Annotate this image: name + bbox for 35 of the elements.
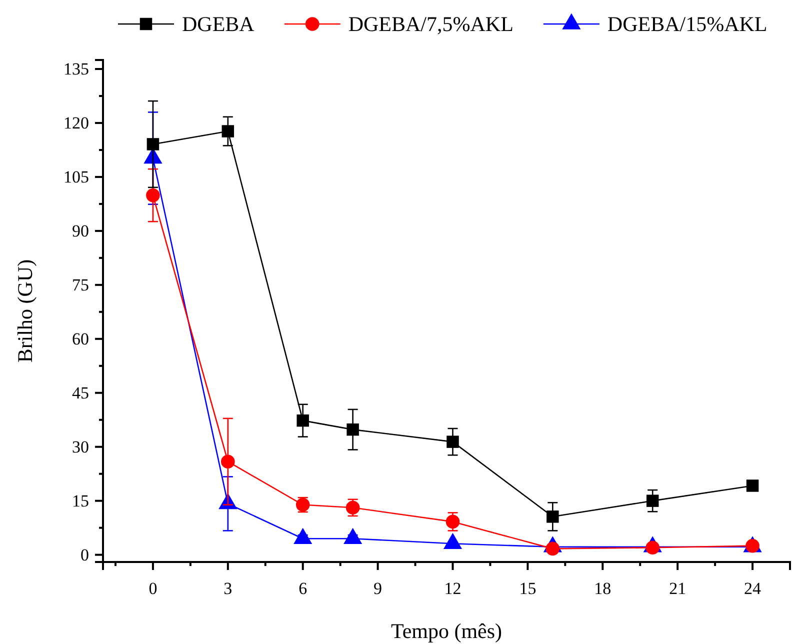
x-tick-label: 6 — [298, 579, 308, 598]
point — [146, 138, 160, 150]
legend-label: DGEBA/7,5%AKL — [348, 12, 514, 36]
point — [296, 414, 309, 427]
x-tick-label: 9 — [374, 579, 382, 598]
point — [646, 494, 659, 507]
x-tick-label: 15 — [519, 579, 536, 598]
x-tick-label: 21 — [669, 579, 686, 598]
y-tick-label: 60 — [72, 329, 89, 348]
point — [446, 514, 460, 529]
legend-label: DGEBA/15%AKL — [607, 12, 768, 36]
point — [146, 188, 160, 202]
y-tick-label: 120 — [64, 113, 89, 132]
point — [222, 125, 234, 138]
y-tick-label: 15 — [72, 491, 89, 510]
point — [546, 510, 559, 523]
x-tick-label: 0 — [148, 579, 158, 598]
y-tick-label: 75 — [72, 275, 89, 294]
x-tick-label: 12 — [444, 579, 462, 598]
y-tick-label: 135 — [64, 59, 89, 78]
point — [446, 436, 459, 448]
point — [746, 480, 759, 492]
y-tick-label: 30 — [72, 437, 89, 456]
x-axis-title: Tempo (mês) — [390, 619, 502, 643]
y-tick-label: 0 — [80, 545, 89, 564]
x-tick-label: 24 — [744, 579, 762, 598]
y-tick-label: 105 — [64, 167, 89, 186]
x-tick-label: 3 — [224, 579, 232, 598]
y-tick-label: 90 — [72, 221, 89, 240]
y-axis-title: Brilho (GU) — [13, 259, 37, 363]
y-tick-label: 45 — [72, 383, 89, 402]
x-tick-label: 18 — [594, 579, 612, 598]
point — [221, 454, 235, 468]
legend-label: DGEBA — [182, 12, 256, 36]
point — [346, 423, 359, 436]
